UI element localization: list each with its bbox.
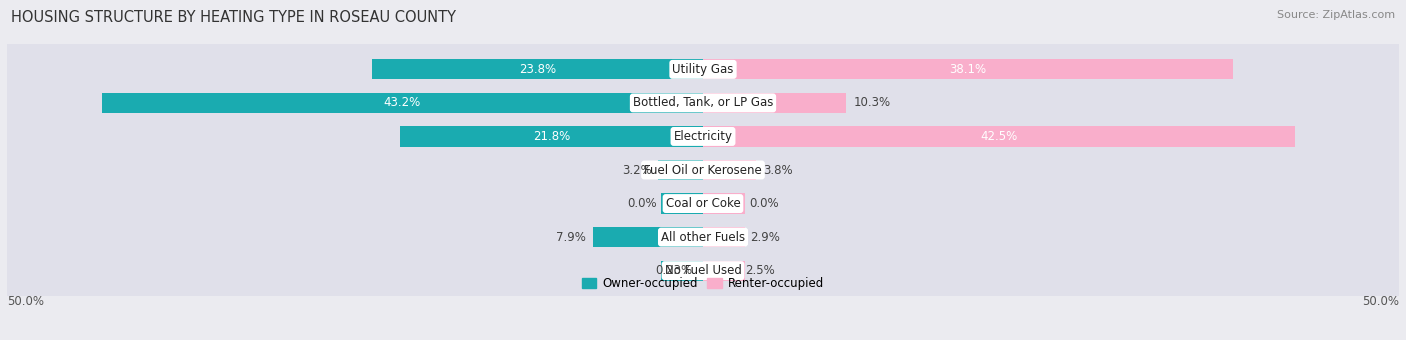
Bar [399,126,703,147]
Bar [703,93,846,113]
Text: HOUSING STRUCTURE BY HEATING TYPE IN ROSEAU COUNTY: HOUSING STRUCTURE BY HEATING TYPE IN ROS… [11,10,457,25]
Text: Utility Gas: Utility Gas [672,63,734,76]
Text: 2.5%: 2.5% [745,264,775,277]
Text: 38.1%: 38.1% [949,63,987,76]
Text: Fuel Oil or Kerosene: Fuel Oil or Kerosene [644,164,762,176]
Bar [703,126,1295,147]
FancyBboxPatch shape [0,143,1406,197]
Bar [703,260,745,281]
FancyBboxPatch shape [0,210,1406,264]
FancyBboxPatch shape [0,76,1406,130]
Text: 3.8%: 3.8% [763,164,793,176]
Text: All other Fuels: All other Fuels [661,231,745,243]
FancyBboxPatch shape [0,110,1406,163]
Bar [703,193,745,214]
Bar [101,93,703,113]
Text: 2.9%: 2.9% [751,231,780,243]
Bar [703,59,1233,80]
Text: 0.0%: 0.0% [627,197,657,210]
Text: 10.3%: 10.3% [853,97,890,109]
Text: 0.23%: 0.23% [655,264,693,277]
FancyBboxPatch shape [0,177,1406,230]
Bar [661,260,703,281]
Text: 50.0%: 50.0% [1362,295,1399,308]
Text: 21.8%: 21.8% [533,130,569,143]
Text: 7.9%: 7.9% [557,231,586,243]
Text: Electricity: Electricity [673,130,733,143]
Text: 50.0%: 50.0% [7,295,44,308]
FancyBboxPatch shape [0,43,1406,96]
Text: 23.8%: 23.8% [519,63,555,76]
Text: 3.2%: 3.2% [621,164,651,176]
Text: Bottled, Tank, or LP Gas: Bottled, Tank, or LP Gas [633,97,773,109]
Bar [703,160,756,180]
Bar [371,59,703,80]
Text: 43.2%: 43.2% [384,97,420,109]
Bar [593,227,703,247]
Text: 0.0%: 0.0% [749,197,779,210]
Bar [658,160,703,180]
Text: Source: ZipAtlas.com: Source: ZipAtlas.com [1277,10,1395,20]
FancyBboxPatch shape [0,244,1406,297]
Text: No Fuel Used: No Fuel Used [665,264,741,277]
Text: Coal or Coke: Coal or Coke [665,197,741,210]
Bar [703,227,745,247]
Bar [661,193,703,214]
Text: 42.5%: 42.5% [980,130,1018,143]
Legend: Owner-occupied, Renter-occupied: Owner-occupied, Renter-occupied [578,272,828,295]
